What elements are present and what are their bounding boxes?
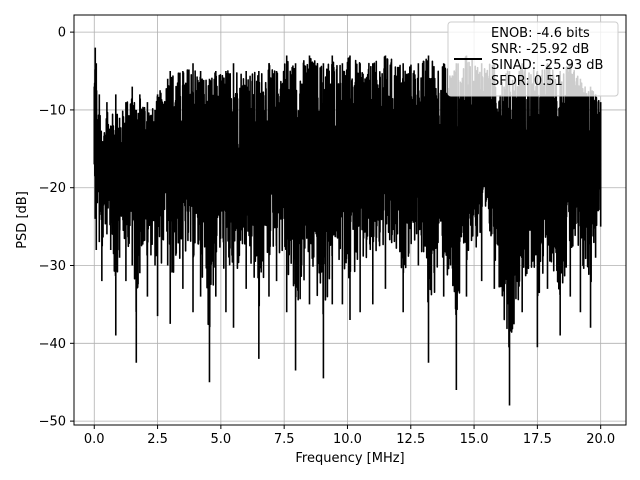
x-tick-label: 15.0 [460,432,489,447]
psd-trace [93,47,602,406]
legend-entry-sinad: SINAD: -25.93 dB [491,58,603,73]
legend-entry-enob: ENOB: -4.6 bits [491,26,590,41]
psd-series-line [93,47,602,406]
plot-frame [73,14,627,426]
y-axis-label: PSD [dB] [15,191,30,249]
legend: ENOB: -4.6 bits SNR: -25.92 dB SINAD: -2… [447,21,619,97]
x-axis-label: Frequency [MHz] [295,451,404,466]
legend-entry-sfdr: SFDR: 0.51 [491,74,563,89]
x-tick-label: 20.0 [586,432,615,447]
x-tick-label: 5.0 [211,432,232,447]
x-tick-label: 7.5 [274,432,295,447]
axis-ticks: 0.0 2.5 5.0 7.5 10.0 12.5 15.0 17.5 20.0 0 −10 −20 −… [39,26,616,447]
legend-box [447,21,619,97]
x-tick-label: 17.5 [523,432,552,447]
y-tick-label: 0 [58,26,66,41]
legend-entry-snr: SNR: -25.92 dB [491,42,589,57]
x-tick-label: 12.5 [396,432,425,447]
x-tick-label: 0.0 [84,432,105,447]
x-tick-label: 10.0 [333,432,362,447]
y-tick-label: −40 [39,337,66,352]
y-tick-label: −10 [39,103,66,118]
x-tick-label: 2.5 [147,432,168,447]
y-tick-label: −50 [39,415,66,430]
y-tick-label: −20 [39,181,66,196]
y-tick-label: −30 [39,259,66,274]
